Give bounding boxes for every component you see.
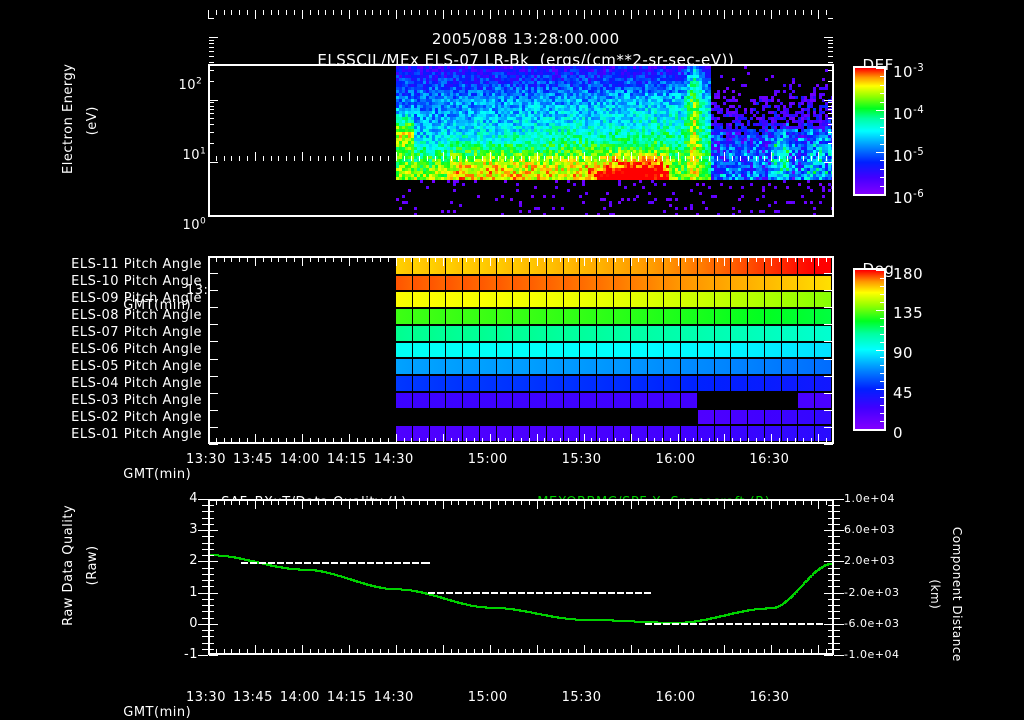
- panel3-ytick-right: -6.0e+03: [844, 616, 900, 630]
- panel3-ytick-left: 0: [189, 615, 198, 631]
- xtick-label: 15:30: [561, 690, 602, 705]
- xtick-label: 13:45: [232, 452, 273, 467]
- xtick-label: 16:00: [655, 452, 696, 467]
- xtick-label: 14:00: [279, 690, 320, 705]
- panel3-ytick-right: -1.0e+04: [844, 648, 900, 661]
- panel3-ytick-right: -2.0e+03: [844, 585, 900, 599]
- panel3-ytick-left: -1: [184, 647, 198, 662]
- pitch-angle-row-label: ELS-02 Pitch Angle: [71, 410, 202, 426]
- colorbar-tick-label: 45: [893, 383, 914, 402]
- colorbar-tick-label: 10-3: [893, 62, 925, 81]
- spectrogram-plot-area: [208, 64, 834, 217]
- data-quality-plot-area: [208, 499, 834, 655]
- xtick-label: 14:15: [326, 452, 367, 467]
- xtick-label: 15:30: [561, 452, 602, 467]
- colorbar-tick-label: 90: [893, 344, 914, 363]
- pitch-angle-row-label: ELS-08 Pitch Angle: [71, 307, 202, 323]
- panel1-ytick-0: 100: [182, 216, 207, 233]
- colorbar-tick-label: 180: [893, 264, 924, 283]
- panel3-ytick-right: 2.0e+03: [844, 554, 895, 568]
- panel3-ylabel-left-units: (Raw): [85, 545, 100, 586]
- panel3-ytick-right: 1.0e+04: [844, 492, 895, 505]
- xtick-label: 15:00: [467, 690, 508, 705]
- xtick-label: 16:30: [749, 690, 790, 705]
- panel3-ytick-left-labels: 4 3 2 1 0 -1: [150, 490, 206, 670]
- pitch-angle-row-label: ELS-10 Pitch Angle: [71, 273, 202, 289]
- colorbar-deg-labels: 180 135 90 45 0: [893, 258, 1013, 442]
- panel3-ytick-left: 4: [189, 491, 198, 506]
- pitch-angle-row-label: ELS-05 Pitch Angle: [71, 359, 202, 375]
- panel1-ytick-2: 102: [178, 76, 203, 93]
- xtick-label: 13:30: [186, 452, 226, 467]
- panel3-ytick-right: 6.0e+03: [844, 523, 895, 537]
- panel2-xtick-labels: 13:30 13:45 14:00 14:15 14:30 15:00 15:30 16:00…: [0, 452, 1024, 470]
- colorbar-tick-label: 10-4: [893, 104, 925, 123]
- pitch-angle-row-label: ELS-06 Pitch Angle: [71, 342, 202, 357]
- xtick-label: 14:30: [373, 690, 414, 705]
- panel2-xlabel: GMT(min): [123, 467, 192, 482]
- pitch-angle-plot-area: [208, 256, 834, 444]
- xtick-label: 14:15: [326, 690, 367, 705]
- colorbar-tick-label: 135: [893, 304, 924, 323]
- pitch-angle-row-label: ELS-09 Pitch Angle: [71, 290, 202, 306]
- panel3-ytick-left: 3: [189, 522, 198, 538]
- panel1-ytick-1: 101: [182, 146, 207, 163]
- panel3-ytick-left: 2: [189, 553, 198, 569]
- xtick-label: 14:00: [279, 452, 320, 467]
- colorbar-tick-label: 10-5: [893, 146, 925, 165]
- xtick-label: 16:30: [749, 452, 790, 467]
- xtick-label: 16:00: [655, 690, 696, 705]
- pitch-angle-row-label: ELS-04 Pitch Angle: [71, 376, 202, 392]
- xtick-label: 13:30: [186, 690, 226, 705]
- xtick-label: 15:00: [467, 452, 508, 467]
- colorbar-deg-ticks: [853, 262, 913, 437]
- pitch-angle-row-label: ELS-01 Pitch Angle: [71, 427, 202, 443]
- panel3-ytick-left: 1: [189, 584, 198, 600]
- panel1-ylabel-units: (eV): [85, 106, 100, 136]
- pitch-angle-row-label: ELS-03 Pitch Angle: [71, 393, 202, 409]
- colorbar-def-labels: 10-3 10-4 10-5 10-6: [893, 55, 1013, 207]
- xtick-label: 14:30: [373, 452, 414, 467]
- xtick-label: 13:45: [232, 690, 273, 705]
- panel3-ytick-right-labels: 1.0e+04 6.0e+03 2.0e+03 -2.0e+03 -6.0e+03 -1.…: [838, 490, 948, 670]
- pitch-angle-row-label: ELS-11 Pitch Angle: [71, 256, 202, 272]
- colorbar-tick-label: 0: [893, 423, 904, 442]
- panel2-row-labels: ELS-11 Pitch Angle ELS-10 Pitch Angle ELS-…: [0, 250, 208, 450]
- pitch-angle-row-label: ELS-07 Pitch Angle: [71, 324, 202, 340]
- panel3-xtick-labels: 13:30 13:45 14:00 14:15 14:30 15:00 15:30 16:00…: [0, 690, 1024, 708]
- colorbar-def-ticks: [853, 60, 913, 200]
- colorbar-tick-label: 10-6: [893, 188, 925, 207]
